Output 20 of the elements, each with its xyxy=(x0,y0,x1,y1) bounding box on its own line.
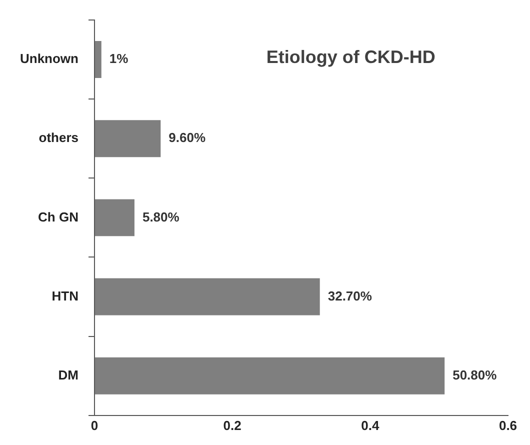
y-tick-label: HTN xyxy=(52,288,78,304)
y-tick-label: Unknown xyxy=(20,51,79,66)
bar xyxy=(94,199,134,236)
bar xyxy=(94,41,102,78)
x-tick-label: 0.6 xyxy=(498,418,518,433)
x-tick-label: 0.2 xyxy=(223,418,242,433)
bar xyxy=(94,357,445,394)
data-label: 5.80% xyxy=(142,209,180,224)
data-label: 50.80% xyxy=(452,367,498,382)
bar xyxy=(94,278,320,316)
x-tick-label: 0.4 xyxy=(361,418,380,433)
data-label: 9.60% xyxy=(168,130,206,146)
y-tick-label: others xyxy=(38,130,78,146)
bar xyxy=(94,120,161,158)
y-tick-label: DM xyxy=(58,367,78,382)
y-tick-label: Ch GN xyxy=(38,209,78,224)
text: Etiology of CKD-HD xyxy=(266,46,436,67)
data-label: 32.70% xyxy=(328,288,372,304)
x-tick-label: 0 xyxy=(90,418,98,433)
data-label: 1% xyxy=(109,51,129,66)
